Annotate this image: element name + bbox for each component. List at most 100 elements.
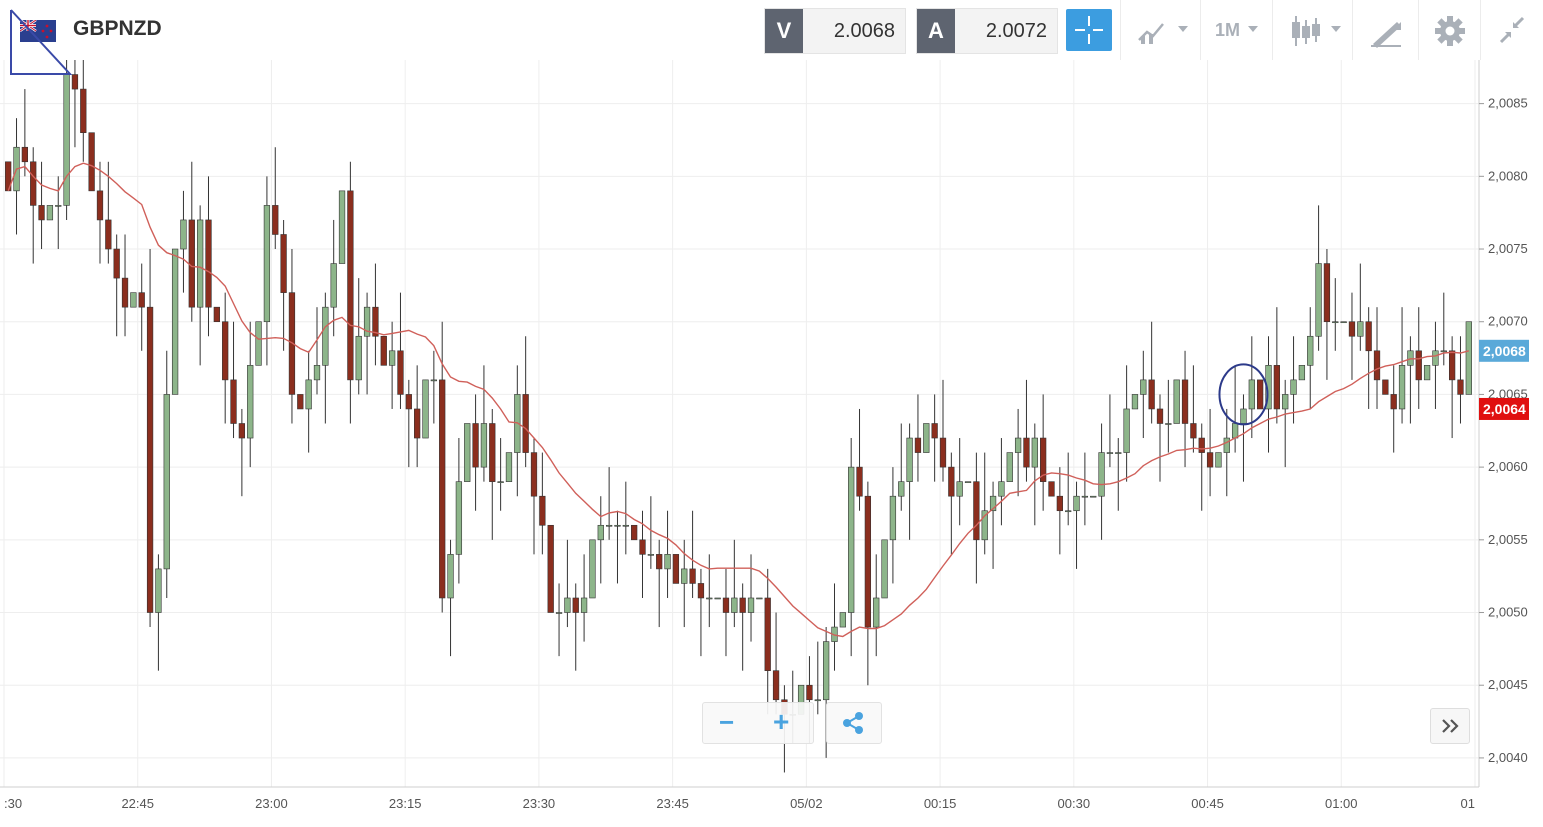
candle-up [1398, 365, 1406, 410]
marker-ellipse [1218, 363, 1269, 426]
candle-up [338, 190, 346, 264]
candle-down [238, 423, 246, 439]
candle-down [272, 205, 279, 235]
y-tick-label: 2,0085 [1488, 96, 1528, 111]
y-tick-label: 2,0060 [1488, 459, 1528, 474]
candle-up [1006, 452, 1013, 482]
share-button[interactable] [826, 702, 882, 744]
candle-up [923, 423, 930, 453]
y-tick-label: 2,0075 [1488, 241, 1528, 256]
candle-down [931, 423, 938, 439]
candle-up [605, 524, 613, 527]
settings-button[interactable] [1418, 0, 1481, 60]
candle-up [1240, 408, 1247, 424]
candle-down [697, 583, 705, 599]
candle-up [1215, 452, 1222, 468]
candle-down [1257, 379, 1264, 410]
zoom-controls: − + [702, 702, 814, 744]
candle-up [981, 510, 988, 541]
candle-up [964, 481, 972, 483]
y-tick-label: 2,0045 [1488, 677, 1528, 692]
share-icon [843, 712, 863, 734]
candle-up [756, 597, 763, 600]
candle-up [1440, 350, 1447, 353]
candle-up [163, 394, 170, 570]
double-chevron-right-icon [1442, 719, 1459, 733]
candle-down [1365, 321, 1372, 352]
candle-down [722, 597, 730, 613]
bid-price-box[interactable]: V 2.0068 [764, 8, 906, 54]
candle-up [355, 335, 362, 381]
scroll-to-latest-button[interactable] [1430, 708, 1470, 744]
candle-up [55, 205, 62, 207]
candle-down [38, 205, 45, 221]
candle-down [806, 684, 813, 701]
candle-up [731, 597, 738, 613]
ma-value-label-box [1479, 397, 1529, 420]
candle-up [614, 524, 621, 527]
candle-down [414, 408, 421, 439]
candle-up [422, 379, 429, 439]
timeframe-label: 1M [1215, 20, 1241, 40]
timeframe-dropdown[interactable] [1200, 0, 1273, 60]
candle-style-dropdown[interactable] [1272, 0, 1353, 60]
candle-down [30, 161, 37, 206]
zoom-out-button[interactable]: − [719, 707, 735, 737]
chart-type-icon [1138, 23, 1188, 44]
candle-up [1298, 365, 1306, 381]
drawing-tools-button[interactable] [1352, 0, 1419, 60]
candle-up [681, 568, 688, 584]
candle-up [505, 452, 513, 482]
candle-up [1265, 365, 1272, 410]
symbol-name: GBPNZD [73, 17, 162, 40]
x-tick-label: 00:30 [1058, 796, 1091, 811]
collapse-button[interactable] [1480, 0, 1543, 60]
crosshair-icon [1075, 16, 1103, 44]
candle-up [1465, 321, 1472, 395]
candle-up [313, 365, 321, 381]
candle-down [188, 219, 195, 308]
zoom-in-button[interactable]: + [773, 706, 790, 737]
candlestick-chart[interactable]: 2,00402,00452,00502,00552,00602,00652,00… [0, 60, 1543, 827]
candle-down [80, 88, 87, 133]
bid-price: 2.0068 [833, 20, 895, 42]
candle-up [1248, 379, 1255, 410]
crosshair-button[interactable] [1066, 9, 1112, 51]
x-tick-label: 22:45 [121, 796, 154, 811]
ask-price: 2.0072 [985, 20, 1047, 42]
candle-up [956, 481, 963, 497]
candle-down [1206, 452, 1214, 468]
y-tick-label: 2,0055 [1488, 532, 1528, 547]
candle-up [1357, 321, 1364, 337]
candle-up [622, 524, 629, 527]
candle-up [130, 292, 137, 308]
candle-up [1115, 452, 1122, 454]
candle-down [230, 379, 237, 424]
y-tick-label: 2,0050 [1488, 605, 1528, 620]
x-tick-label: 23:45 [656, 796, 689, 811]
candle-up [388, 350, 396, 366]
chart-type-dropdown[interactable] [1120, 0, 1201, 60]
candle-up [1131, 394, 1139, 410]
candle-down [146, 306, 154, 613]
collapse-icon [1499, 16, 1525, 44]
candle-up [171, 248, 179, 395]
candle-up [1223, 437, 1230, 453]
candle-down [113, 248, 120, 279]
candle-up [363, 306, 371, 337]
bid-price-label-box [1479, 339, 1529, 362]
candle-up [1014, 437, 1022, 453]
candle-down [1373, 350, 1381, 381]
ask-price-box[interactable]: A 2.0072 [916, 8, 1058, 54]
bid-tag: V [765, 9, 803, 53]
candle-down [914, 437, 922, 453]
candle-down [88, 132, 95, 192]
candle-down [397, 350, 404, 395]
candle-up [1340, 321, 1347, 324]
chevron-down-icon [1248, 26, 1258, 32]
candle-up [998, 481, 1005, 497]
price-axis-panel [1479, 60, 1543, 827]
candle-down [1448, 350, 1456, 381]
x-tick-label: 23:00 [255, 796, 288, 811]
candle-down [672, 554, 680, 584]
